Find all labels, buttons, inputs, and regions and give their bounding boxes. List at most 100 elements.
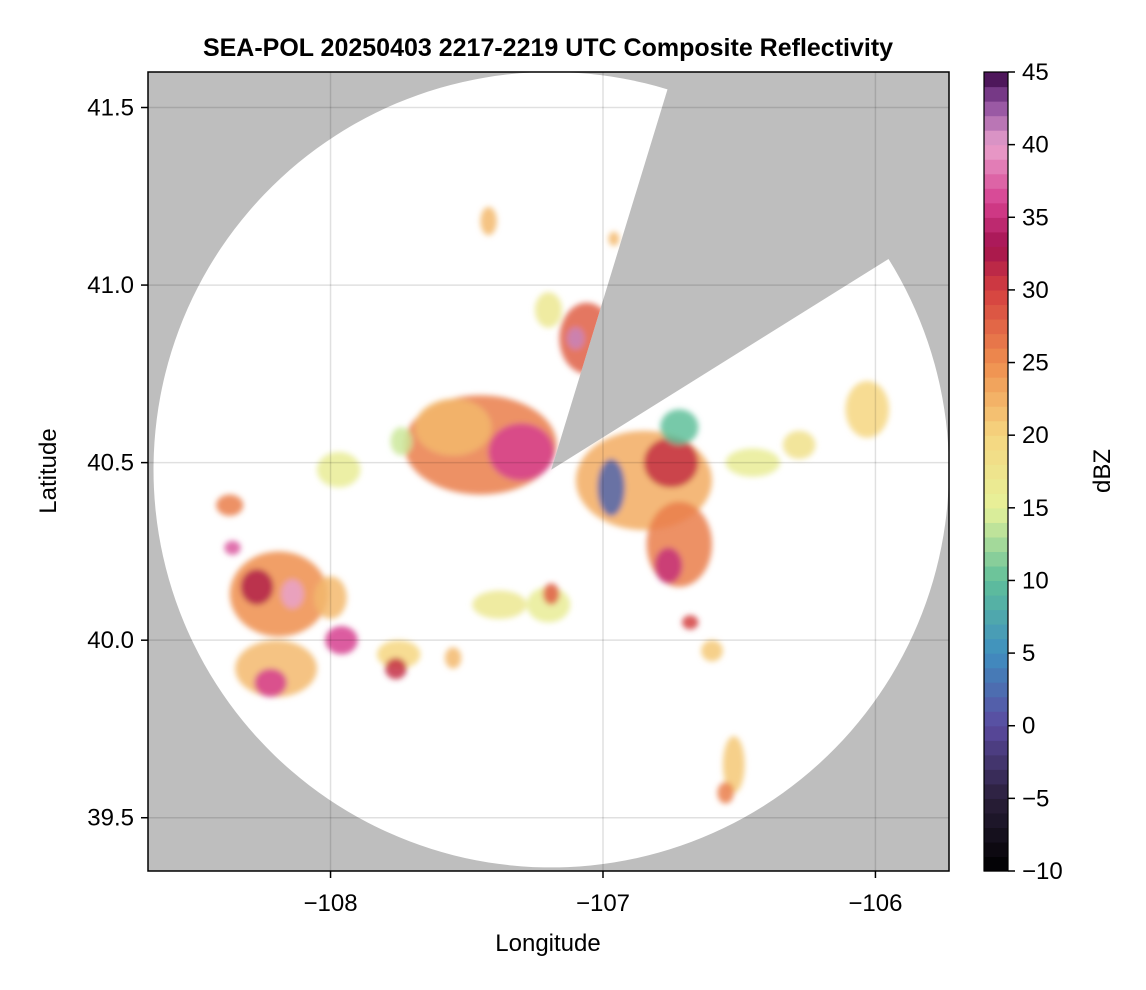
y-tick-label: 40.5 — [87, 450, 134, 477]
y-tick-label: 39.5 — [87, 805, 134, 832]
echo-cell — [725, 448, 780, 477]
colorbar-tick-label: 0 — [1022, 713, 1035, 740]
colorbar-band — [984, 856, 1008, 872]
colorbar-band — [984, 333, 1008, 349]
colorbar-band — [984, 115, 1008, 131]
colorbar-band — [984, 783, 1008, 799]
plot-frame — [147, 71, 950, 872]
colorbar-title: dBZ — [1089, 449, 1116, 493]
colorbar-band — [984, 812, 1008, 829]
colorbar-band — [984, 348, 1008, 364]
echo-cell — [472, 590, 527, 619]
colorbar-band — [984, 377, 1008, 393]
x-tick-label: −107 — [576, 890, 630, 917]
colorbar-band — [984, 682, 1008, 698]
colorbar: −10 −5 0 5 10 15 20 25 30 35 40 45 — [983, 59, 1063, 885]
colorbar-band — [984, 653, 1008, 669]
colorbar-band — [984, 696, 1008, 712]
colorbar-band — [984, 449, 1008, 465]
colorbar-band — [984, 260, 1008, 276]
y-tick-label: 41.5 — [87, 95, 134, 122]
colorbar-band — [984, 435, 1008, 451]
colorbar-band — [984, 580, 1008, 596]
colorbar-band — [984, 624, 1008, 640]
colorbar-band — [984, 318, 1008, 335]
colorbar-tick-label: 25 — [1022, 350, 1049, 377]
colorbar-band — [984, 420, 1008, 436]
echo-cell — [782, 430, 816, 460]
colorbar-band — [984, 217, 1008, 233]
chart-title: SEA-POL 20250403 2217-2219 UTC Composite… — [203, 34, 893, 62]
colorbar-band — [984, 493, 1008, 509]
x-tick-label: −108 — [304, 890, 358, 917]
echo-cell — [281, 579, 304, 609]
colorbar-band — [984, 667, 1008, 683]
colorbar-band — [984, 406, 1008, 422]
colorbar-tick-label: 30 — [1022, 277, 1049, 304]
echo-cell — [224, 540, 241, 555]
colorbar-band — [984, 246, 1008, 262]
y-tick-label: 41.0 — [87, 272, 134, 299]
colorbar-tick-label: 35 — [1022, 204, 1049, 231]
echo-cell — [526, 586, 571, 623]
echo-cell — [390, 427, 413, 456]
echo-cell — [608, 231, 620, 246]
echo-cell — [654, 547, 683, 584]
echo-cell — [240, 569, 274, 605]
radar-coverage-disk — [153, 72, 949, 868]
echo-layer — [216, 206, 890, 804]
x-tick-label: −106 — [848, 890, 902, 917]
colorbar-band — [984, 769, 1008, 785]
colorbar-band — [984, 173, 1008, 189]
colorbar-band — [984, 798, 1008, 814]
x-axis-title: Longitude — [495, 930, 600, 957]
colorbar-frame — [983, 71, 1009, 872]
colorbar-band — [984, 101, 1008, 117]
colorbar-band — [984, 464, 1008, 480]
echo-cell — [488, 423, 554, 481]
echo-cell — [314, 576, 347, 619]
colorbar-band — [984, 594, 1008, 611]
colorbar-band — [984, 565, 1008, 582]
colorbar-band — [984, 827, 1008, 843]
grid-lines — [148, 72, 949, 871]
colorbar-band — [984, 609, 1008, 625]
echo-cell — [722, 736, 745, 793]
colorbar-band — [984, 304, 1008, 320]
y-tick-label: 40.0 — [87, 627, 134, 654]
colorbar-tick-label: 20 — [1022, 422, 1049, 449]
colorbar-band — [984, 72, 1008, 88]
colorbar-tick-label: −5 — [1022, 785, 1049, 812]
colorbar-tick-label: 10 — [1022, 567, 1049, 594]
echo-cell — [701, 640, 723, 662]
echo-cell — [717, 782, 734, 804]
echo-cell — [660, 409, 699, 445]
colorbar-band — [984, 391, 1008, 407]
colorbar-band — [984, 638, 1008, 654]
echo-cell — [543, 583, 560, 605]
echo-cell — [216, 494, 244, 516]
colorbar-band — [984, 536, 1008, 552]
colorbar-tick-label: 5 — [1022, 640, 1035, 667]
echo-cell — [567, 327, 584, 349]
echo-cell — [534, 292, 563, 328]
echo-cell — [254, 668, 287, 697]
echo-cell — [444, 647, 462, 669]
echo-cell — [597, 459, 625, 516]
colorbar-band — [984, 478, 1008, 494]
colorbar-band — [984, 275, 1008, 291]
colorbar-band — [984, 289, 1008, 306]
colorbar-band — [984, 711, 1008, 727]
colorbar-tick-label: 15 — [1022, 495, 1049, 522]
colorbar-band — [984, 507, 1008, 523]
colorbar-tick-label: 45 — [1022, 59, 1049, 86]
x-axis: −108 −107 −106 — [304, 871, 902, 917]
colorbar-band — [984, 841, 1008, 858]
colorbar-band — [984, 362, 1008, 378]
colorbar-band — [984, 740, 1008, 756]
colorbar-band — [984, 231, 1008, 247]
colorbar-band — [984, 130, 1008, 146]
echo-cell — [316, 451, 361, 488]
plot-area — [148, 72, 949, 871]
echo-cell — [480, 206, 497, 236]
